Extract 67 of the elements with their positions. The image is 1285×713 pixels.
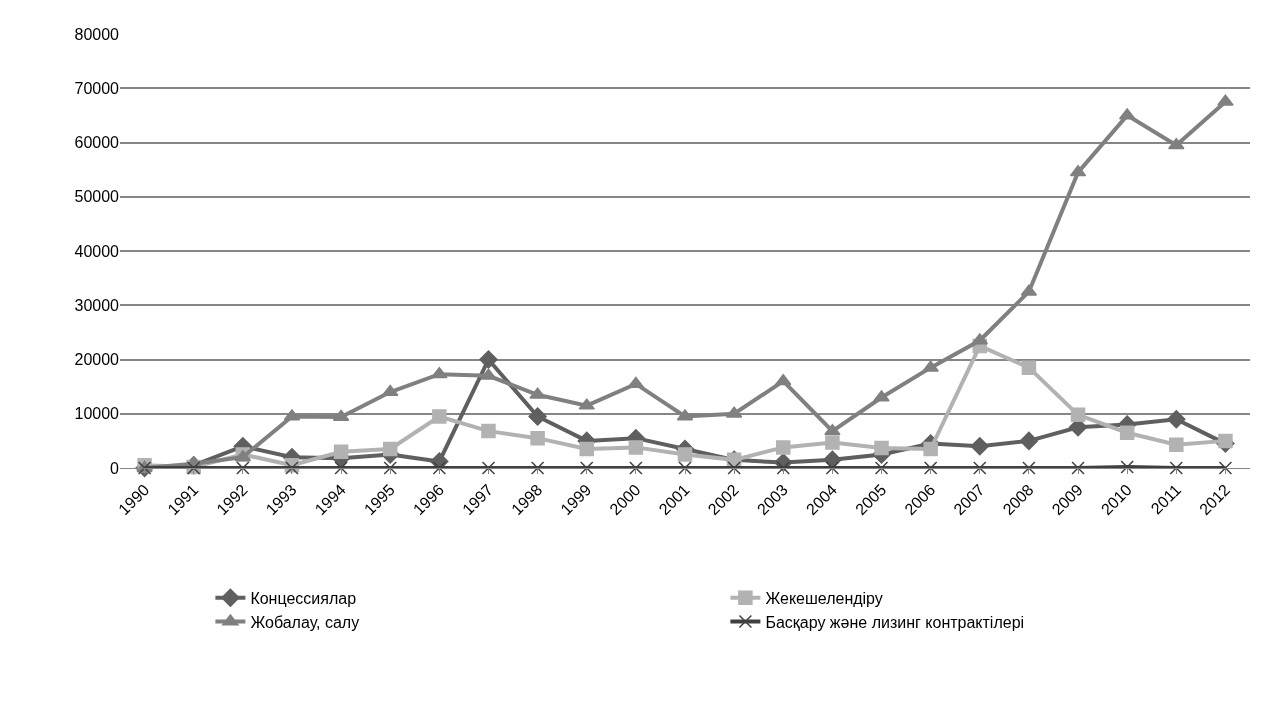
point: [776, 440, 791, 455]
point: [481, 461, 496, 475]
y-tick-label: 80000: [74, 25, 120, 43]
point: [1169, 461, 1184, 475]
point: [970, 437, 989, 456]
point: [923, 441, 938, 457]
point: [1071, 461, 1085, 475]
point: [530, 430, 545, 446]
point: [873, 390, 890, 402]
point: [628, 440, 644, 455]
point: [333, 444, 349, 459]
point: [727, 461, 741, 475]
y-tick-label: 30000: [74, 296, 120, 314]
point: [973, 461, 987, 475]
point: [1218, 461, 1233, 475]
point: [825, 461, 840, 475]
point: [383, 461, 397, 475]
legend-label: Концессиялар: [250, 589, 357, 607]
point: [825, 435, 840, 450]
point: [332, 409, 350, 422]
point: [1022, 461, 1036, 475]
point: [1019, 431, 1039, 451]
point: [530, 461, 545, 475]
point: [579, 441, 594, 457]
point: [678, 461, 692, 475]
point: [382, 441, 398, 457]
point: [578, 398, 595, 410]
y-tick-label: 70000: [74, 79, 120, 97]
point: [874, 461, 889, 475]
point: [776, 461, 791, 475]
point: [923, 461, 938, 475]
point: [1169, 437, 1184, 452]
point: [874, 440, 889, 456]
y-tick-label: 0: [110, 459, 120, 477]
point: [1021, 360, 1037, 375]
point: [479, 350, 498, 369]
point: [629, 461, 643, 475]
legend-label: Басқару және лизинг контрактілері: [765, 613, 1025, 631]
point: [480, 368, 497, 380]
legend-label: Жекешелендіру: [765, 589, 883, 607]
y-tick-label: 60000: [74, 134, 120, 152]
y-tick-label: 50000: [74, 188, 120, 206]
point: [1218, 433, 1233, 449]
y-tick-label: 20000: [74, 351, 120, 369]
point: [1119, 425, 1135, 440]
y-tick-label: 40000: [74, 242, 120, 260]
point: [432, 461, 447, 475]
point: [579, 461, 594, 475]
point: [1167, 409, 1186, 429]
point: [1070, 407, 1086, 423]
point: [1217, 94, 1234, 106]
point: [381, 384, 399, 397]
point: [481, 423, 496, 439]
point: [528, 407, 547, 426]
point: [775, 373, 792, 386]
point: [922, 360, 939, 372]
point: [236, 461, 250, 475]
legend-label: Жобалау, салу: [250, 613, 360, 631]
point: [529, 387, 546, 399]
point: [1120, 460, 1134, 474]
point: [431, 366, 448, 379]
point: [677, 447, 693, 462]
y-tick-label: 10000: [74, 405, 120, 423]
point: [824, 423, 841, 436]
point: [1168, 137, 1185, 150]
point: [432, 409, 447, 424]
point: [334, 461, 348, 475]
